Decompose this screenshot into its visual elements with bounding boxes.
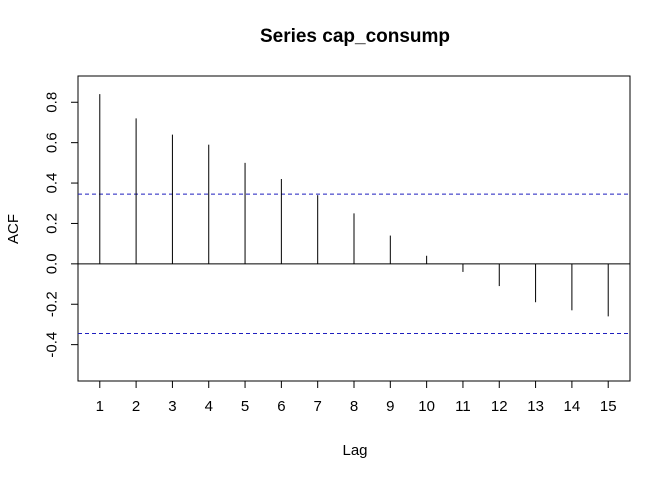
y-axis-label: ACF bbox=[5, 214, 22, 244]
acf-bars bbox=[99, 94, 609, 317]
y-tick-label: 0.0 bbox=[44, 253, 61, 274]
x-tick-label: 7 bbox=[314, 398, 322, 415]
x-tick-label: 15 bbox=[600, 398, 617, 415]
x-axis-label: Lag bbox=[342, 442, 367, 459]
x-tick-label: 13 bbox=[527, 398, 544, 415]
x-tick-label: 9 bbox=[386, 398, 394, 415]
y-axis: -0.4 -0.2 0.0 0.2 0.4 0.6 0.8 bbox=[44, 92, 79, 358]
chart-title: Series cap_consump bbox=[260, 26, 450, 47]
x-tick-label: 6 bbox=[277, 398, 285, 415]
y-tick-label: -0.4 bbox=[44, 332, 61, 358]
y-tick-label: 0.2 bbox=[44, 213, 61, 234]
y-tick-label: 0.4 bbox=[44, 173, 61, 194]
x-tick-label: 10 bbox=[418, 398, 435, 415]
x-axis: 1 2 3 4 5 6 7 8 9 10 11 12 13 14 15 bbox=[96, 380, 617, 415]
x-tick-label: 4 bbox=[205, 398, 213, 415]
x-tick-label: 8 bbox=[350, 398, 358, 415]
x-tick-label: 11 bbox=[455, 398, 471, 415]
x-tick-label: 1 bbox=[96, 398, 104, 415]
x-tick-label: 12 bbox=[491, 398, 508, 415]
x-tick-label: 2 bbox=[132, 398, 140, 415]
x-tick-label: 5 bbox=[241, 398, 249, 415]
x-tick-label: 3 bbox=[168, 398, 176, 415]
y-tick-label: -0.2 bbox=[44, 291, 61, 317]
y-tick-label: 0.6 bbox=[44, 132, 61, 153]
y-tick-label: 0.8 bbox=[44, 92, 61, 113]
x-tick-label: 14 bbox=[564, 398, 581, 415]
